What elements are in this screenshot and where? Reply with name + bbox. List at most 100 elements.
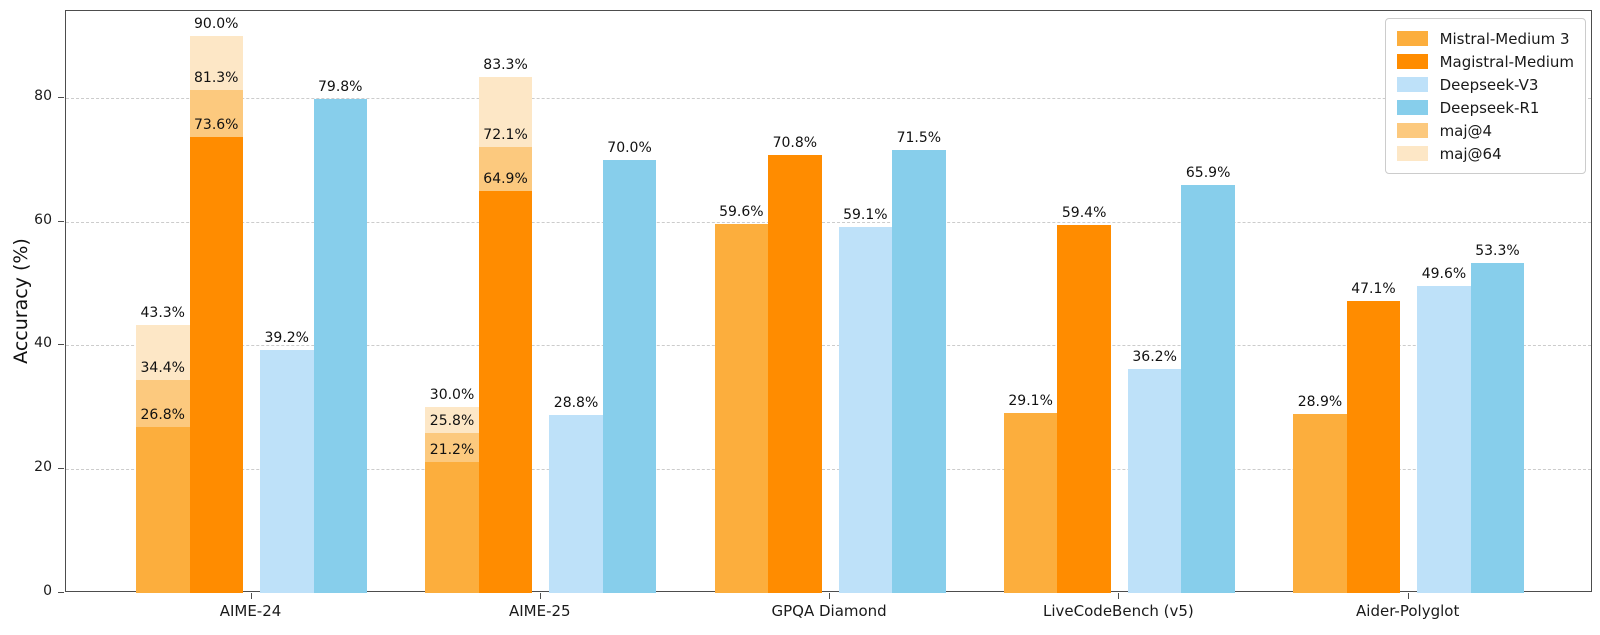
legend-label: Deepseek-R1 [1439, 98, 1540, 117]
overlay-value-label: 30.0% [429, 387, 475, 404]
bar-value-label: 28.9% [1297, 394, 1343, 411]
bar [1181, 184, 1235, 593]
legend-swatch [1396, 100, 1428, 115]
overlay-value-label: 83.3% [483, 57, 528, 74]
bar [1057, 225, 1111, 593]
y-axis-tick [58, 220, 64, 222]
bar [1003, 412, 1058, 593]
x-tick-label: AIME-24 [219, 602, 282, 620]
gridline [66, 221, 1591, 223]
bar-value-label: 71.5% [896, 130, 942, 147]
y-tick-label: 80 [34, 87, 52, 104]
x-tick-label: AIME-25 [508, 602, 571, 620]
x-axis-tick [1118, 593, 1120, 599]
bar [602, 159, 657, 593]
bar [714, 223, 769, 593]
bar [189, 137, 243, 593]
x-axis-tick [1407, 593, 1409, 599]
bar-value-label: 70.0% [607, 139, 652, 156]
bar [313, 98, 367, 593]
legend-label: maj@4 [1439, 121, 1493, 140]
overlay-bar-segment [189, 35, 243, 90]
bar [892, 150, 946, 593]
overlay-bar-segment [478, 146, 533, 192]
overlay-value-label: 72.1% [483, 126, 528, 143]
legend-swatch [1396, 54, 1428, 69]
bar [1293, 414, 1347, 593]
bar-value-label: 49.6% [1421, 265, 1467, 282]
y-axis-tick [58, 344, 64, 346]
legend-swatch [1396, 146, 1428, 161]
legend-item: Magistral-Medium [1396, 50, 1574, 73]
legend: Mistral-Medium 3 Magistral-Medium Deepseek… [1384, 18, 1586, 174]
bar-value-label: 59.4% [1061, 205, 1107, 222]
legend-item: Mistral-Medium 3 [1396, 27, 1574, 50]
overlay-value-label: 34.4% [140, 360, 185, 376]
bar-value-label: 70.8% [772, 134, 818, 151]
legend-item: Deepseek-R1 [1396, 96, 1574, 119]
overlay-value-label: 43.3% [140, 304, 185, 321]
overlay-bar-segment [136, 324, 190, 380]
overlay-value-label: 81.3% [194, 69, 239, 86]
x-axis-tick [250, 593, 252, 599]
bar-value-label: 79.8% [318, 78, 363, 95]
y-axis-tick [58, 96, 64, 98]
gridline [66, 469, 1591, 471]
y-tick-label: 40 [34, 335, 52, 352]
bar-value-label: 59.6% [719, 203, 764, 220]
legend-swatch [1396, 123, 1428, 138]
legend-label: Deepseek-V3 [1439, 75, 1539, 94]
bar-value-label: 53.3% [1475, 242, 1520, 259]
y-tick-label: 0 [43, 583, 52, 599]
x-tick-label: Aider-Polyglot [1356, 602, 1460, 620]
legend-label: Mistral-Medium 3 [1439, 29, 1570, 48]
overlay-bar-segment [478, 77, 533, 147]
legend-swatch [1396, 77, 1428, 92]
bar [549, 414, 603, 593]
legend-label: Magistral-Medium [1439, 52, 1574, 71]
overlay-value-label: 25.8% [429, 413, 475, 430]
bar [1127, 368, 1182, 593]
y-axis-tick [58, 592, 64, 593]
bar [838, 227, 893, 593]
x-axis-tick [539, 593, 541, 599]
bar-value-label: 28.8% [553, 394, 599, 411]
overlay-bar-segment [425, 433, 479, 462]
legend-item: Deepseek-V3 [1396, 73, 1574, 96]
bar-value-label: 73.6% [194, 117, 239, 134]
bar [1470, 262, 1525, 593]
x-tick-label: LiveCodeBench (v5) [1043, 602, 1194, 620]
bar [1346, 301, 1401, 593]
overlay-value-label: 90.0% [194, 15, 239, 32]
bar-value-label: 39.2% [264, 330, 309, 347]
plot-area: Mistral-Medium 3 Magistral-Medium Deepseek… [65, 10, 1592, 593]
legend-swatch [1396, 31, 1428, 46]
bar [478, 191, 533, 593]
bar-value-label: 47.1% [1351, 281, 1396, 298]
x-tick-label: GPQA Diamond [771, 602, 887, 620]
bar [136, 427, 190, 593]
bar [768, 154, 822, 593]
bar-value-label: 29.1% [1008, 392, 1053, 409]
x-axis-tick [829, 593, 831, 599]
overlay-bar-segment [136, 380, 190, 428]
bar-value-label: 26.8% [140, 407, 185, 424]
bar-value-label: 36.2% [1132, 348, 1177, 365]
legend-item: maj@4 [1396, 119, 1574, 142]
bar [1417, 285, 1471, 593]
bar [425, 461, 479, 593]
y-tick-label: 60 [34, 211, 52, 228]
bar-value-label: 21.2% [429, 441, 475, 458]
overlay-bar-segment [425, 407, 479, 434]
y-axis-tick [58, 468, 64, 470]
gridline [66, 97, 1591, 99]
y-tick-label: 20 [34, 459, 52, 476]
bar-value-label: 64.9% [483, 171, 528, 188]
gridline [66, 345, 1591, 347]
bar-value-label: 59.1% [843, 207, 888, 224]
legend-item: maj@64 [1396, 142, 1574, 165]
overlay-bar-segment [189, 89, 243, 138]
legend-label: maj@64 [1439, 144, 1502, 163]
bar-value-label: 65.9% [1185, 164, 1231, 181]
